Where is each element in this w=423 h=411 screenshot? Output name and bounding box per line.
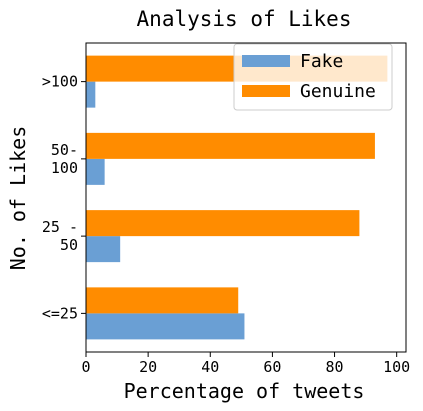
y-tick-label-2-0: 50- [51,141,78,159]
bar-fake-1 [86,236,121,263]
x-tick-label-3: 60 [263,358,281,376]
y-tick-label-1-0: 25 - [42,218,78,236]
legend-swatch-fake [242,55,290,67]
bar-fake-3 [86,81,96,108]
y-tick-label-1-1: 50 [60,236,78,254]
y-tick-label-3-0: >100 [42,73,78,91]
bar-genuine-0 [86,287,239,314]
x-tick-label-4: 80 [326,358,344,376]
bar-genuine-2 [86,132,375,159]
bar-fake-2 [86,158,105,185]
plot-frame [85,42,407,353]
x-tick-label-1: 20 [139,358,157,376]
legend-swatch-genuine [242,85,290,97]
legend-label-fake: Fake [300,51,343,72]
x-axis-label: Percentage of tweets [124,379,365,403]
x-tick-label-0: 0 [81,358,90,376]
bar-fake-0 [86,313,245,340]
x-tick-label-2: 40 [201,358,219,376]
bar-genuine-1 [86,210,360,237]
x-tick-label-5: 100 [383,358,410,376]
chart-title: Analysis of Likes [137,7,352,31]
y-tick-label-2-1: 100 [51,159,78,177]
y-tick-label-0-0: <=25 [42,304,78,322]
legend-label-genuine: Genuine [300,81,376,102]
y-axis-label: No. of Likes [6,126,30,271]
